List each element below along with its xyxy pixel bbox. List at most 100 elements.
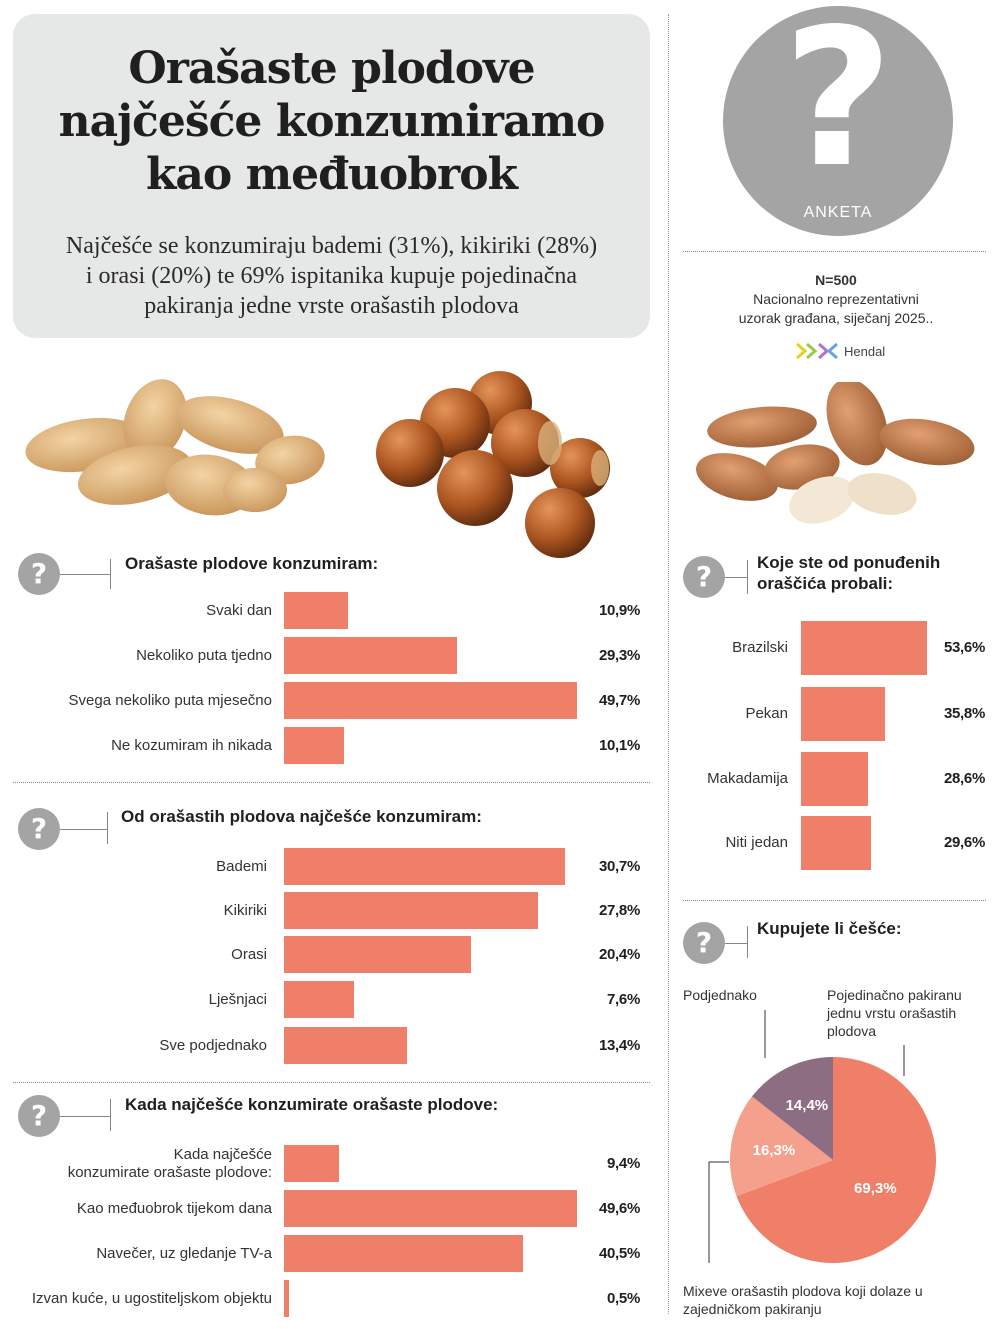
- headline-line-1: Orašaste plodove: [128, 43, 535, 94]
- bar-frequency-3: [284, 727, 344, 764]
- value-label: 7,6%: [607, 990, 640, 1008]
- question-mark-icon: ?: [782, 0, 894, 209]
- value-label: 35,8%: [943, 705, 985, 722]
- sample-description-2: uzorak građana, siječanj 2025..: [738, 310, 934, 326]
- category-label: Kao međuobrok tijekom dana: [76, 1199, 272, 1217]
- section-connector: [110, 1099, 111, 1131]
- bar-frequency-2: [284, 682, 578, 719]
- pie-leader-line: [708, 1161, 729, 1263]
- category-label: Bademi: [216, 857, 267, 875]
- headline-line-3: kao međuobrok: [145, 149, 518, 200]
- section-title: Kupujete li češće:: [757, 919, 902, 938]
- section-connector: [110, 559, 111, 589]
- subheadline-line-3: pakiranja jedne vrste orašastih plodova: [144, 293, 519, 319]
- source-logo: Hendal: [796, 341, 885, 361]
- section-title: Koje ste od ponuđenih oraščića probali:: [757, 553, 941, 593]
- bar-occasion-0: [284, 1145, 340, 1182]
- column-divider: [668, 14, 669, 1314]
- bar-most_consumed-1: [284, 892, 539, 929]
- value-label: 10,1%: [598, 736, 640, 754]
- pie-slice-0: [736, 1057, 936, 1263]
- category-label: Kikiriki: [223, 901, 267, 919]
- subheadline-line-2: i orasi (20%) te 69% ispitanika kupuje p…: [85, 263, 578, 289]
- pie-slice-2: [752, 1057, 833, 1160]
- section-divider: [683, 900, 986, 901]
- section-divider: [13, 1082, 650, 1083]
- pie-value-label: 16,3%: [752, 1141, 796, 1159]
- peanuts-photo: [25, 379, 325, 516]
- headline: Orašaste plodove najčešće konzumiramo ka…: [13, 42, 650, 201]
- category-label: Pekan: [745, 705, 788, 722]
- pie-value-label: 69,3%: [854, 1180, 897, 1198]
- survey-badge: ? ANKETA: [723, 0, 953, 236]
- section-title: Kada najčešće konzumirate orašaste plodo…: [125, 1095, 499, 1114]
- section-connector: [725, 943, 747, 944]
- section-connector: [747, 560, 748, 594]
- value-label: 49,7%: [598, 691, 640, 709]
- question-mark-icon: ?: [18, 808, 60, 850]
- pie-value-label: 14,4%: [785, 1097, 829, 1115]
- section-divider: [13, 782, 650, 783]
- category-label: Svega nekoliko puta mjesečno: [68, 691, 272, 709]
- category-label: Niti jedan: [725, 834, 788, 851]
- bar-frequency-0: [284, 592, 349, 629]
- category-label: Ne kozumiram ih nikada: [111, 736, 272, 754]
- category-label: Orasi: [231, 945, 267, 963]
- value-label: 29,3%: [598, 646, 640, 664]
- value-label: 10,9%: [598, 601, 640, 619]
- category-label: Sve podjednako: [159, 1036, 267, 1054]
- question-mark-icon: ?: [18, 1095, 60, 1137]
- section-title: Od orašastih plodova najčešće konzumiram…: [121, 807, 482, 826]
- divider-right-1: [683, 251, 986, 252]
- bar-tried-0: [801, 621, 927, 675]
- headline-line-2: najčešće konzumiramo: [58, 96, 606, 147]
- subheadline-line-1: Najčešće se konzumiraju bademi (31%), ki…: [65, 233, 598, 259]
- bar-most_consumed-0: [284, 848, 565, 885]
- source-name: Hendal: [844, 343, 886, 359]
- survey-badge-label: ANKETA: [803, 204, 873, 221]
- question-mark-icon: ?: [18, 553, 60, 595]
- bar-most_consumed-2: [284, 936, 471, 973]
- pie-label-pojedinacno: Pojedinačno pakiranu jednu vrstu orašast…: [827, 987, 962, 1039]
- value-label: 49,6%: [598, 1199, 640, 1217]
- bar-occasion-1: [284, 1190, 577, 1227]
- bar-tried-1: [801, 687, 886, 741]
- bar-tried-2: [801, 752, 869, 806]
- category-label: Nekoliko puta tjedno: [136, 646, 272, 664]
- value-label: 29,6%: [943, 834, 985, 851]
- bar-tried-3: [801, 816, 871, 870]
- sample-size: N=500: [815, 272, 857, 288]
- purchase-pie-chart: [708, 1010, 936, 1263]
- value-label: 27,8%: [598, 901, 640, 919]
- hazelnuts-photo: [376, 371, 610, 558]
- value-label: 30,7%: [598, 857, 640, 875]
- value-label: 53,6%: [943, 639, 985, 656]
- section-title: Orašaste plodove konzumiram:: [125, 554, 379, 573]
- section-connector: [107, 812, 108, 844]
- category-label: Brazilski: [732, 639, 788, 656]
- bar-occasion-3: [284, 1280, 289, 1317]
- section-connector: [60, 574, 110, 575]
- sample-description-1: Nacionalno reprezentativni: [753, 291, 919, 307]
- bar-frequency-1: [284, 637, 457, 674]
- pie-label-mixevi: Mixeve orašastih plodova koji dolaze u z…: [683, 1283, 923, 1317]
- section-connector: [60, 1116, 110, 1117]
- almonds-photo: [696, 382, 975, 524]
- value-label: 40,5%: [598, 1244, 640, 1262]
- category-label: Izvan kuće, u ugostiteljskom objektu: [31, 1289, 272, 1307]
- value-label: 9,4%: [607, 1154, 640, 1172]
- category-label: Navečer, uz gledanje TV-a: [96, 1244, 272, 1262]
- category-label: Makadamija: [707, 770, 788, 787]
- category-label: Svaki dan: [206, 601, 272, 619]
- bar-most_consumed-3: [284, 981, 354, 1018]
- value-label: 13,4%: [598, 1036, 640, 1054]
- section-connector: [747, 926, 748, 958]
- section-connector: [725, 577, 747, 578]
- value-label: 28,6%: [943, 770, 985, 787]
- subheadline: Najčešće se konzumiraju bademi (31%), ki…: [13, 231, 650, 321]
- bar-occasion-2: [284, 1235, 523, 1272]
- question-mark-icon: ?: [683, 556, 725, 598]
- pie-slice-1: [730, 1096, 833, 1197]
- question-mark-icon: ?: [683, 922, 725, 964]
- bar-most_consumed-4: [284, 1027, 407, 1064]
